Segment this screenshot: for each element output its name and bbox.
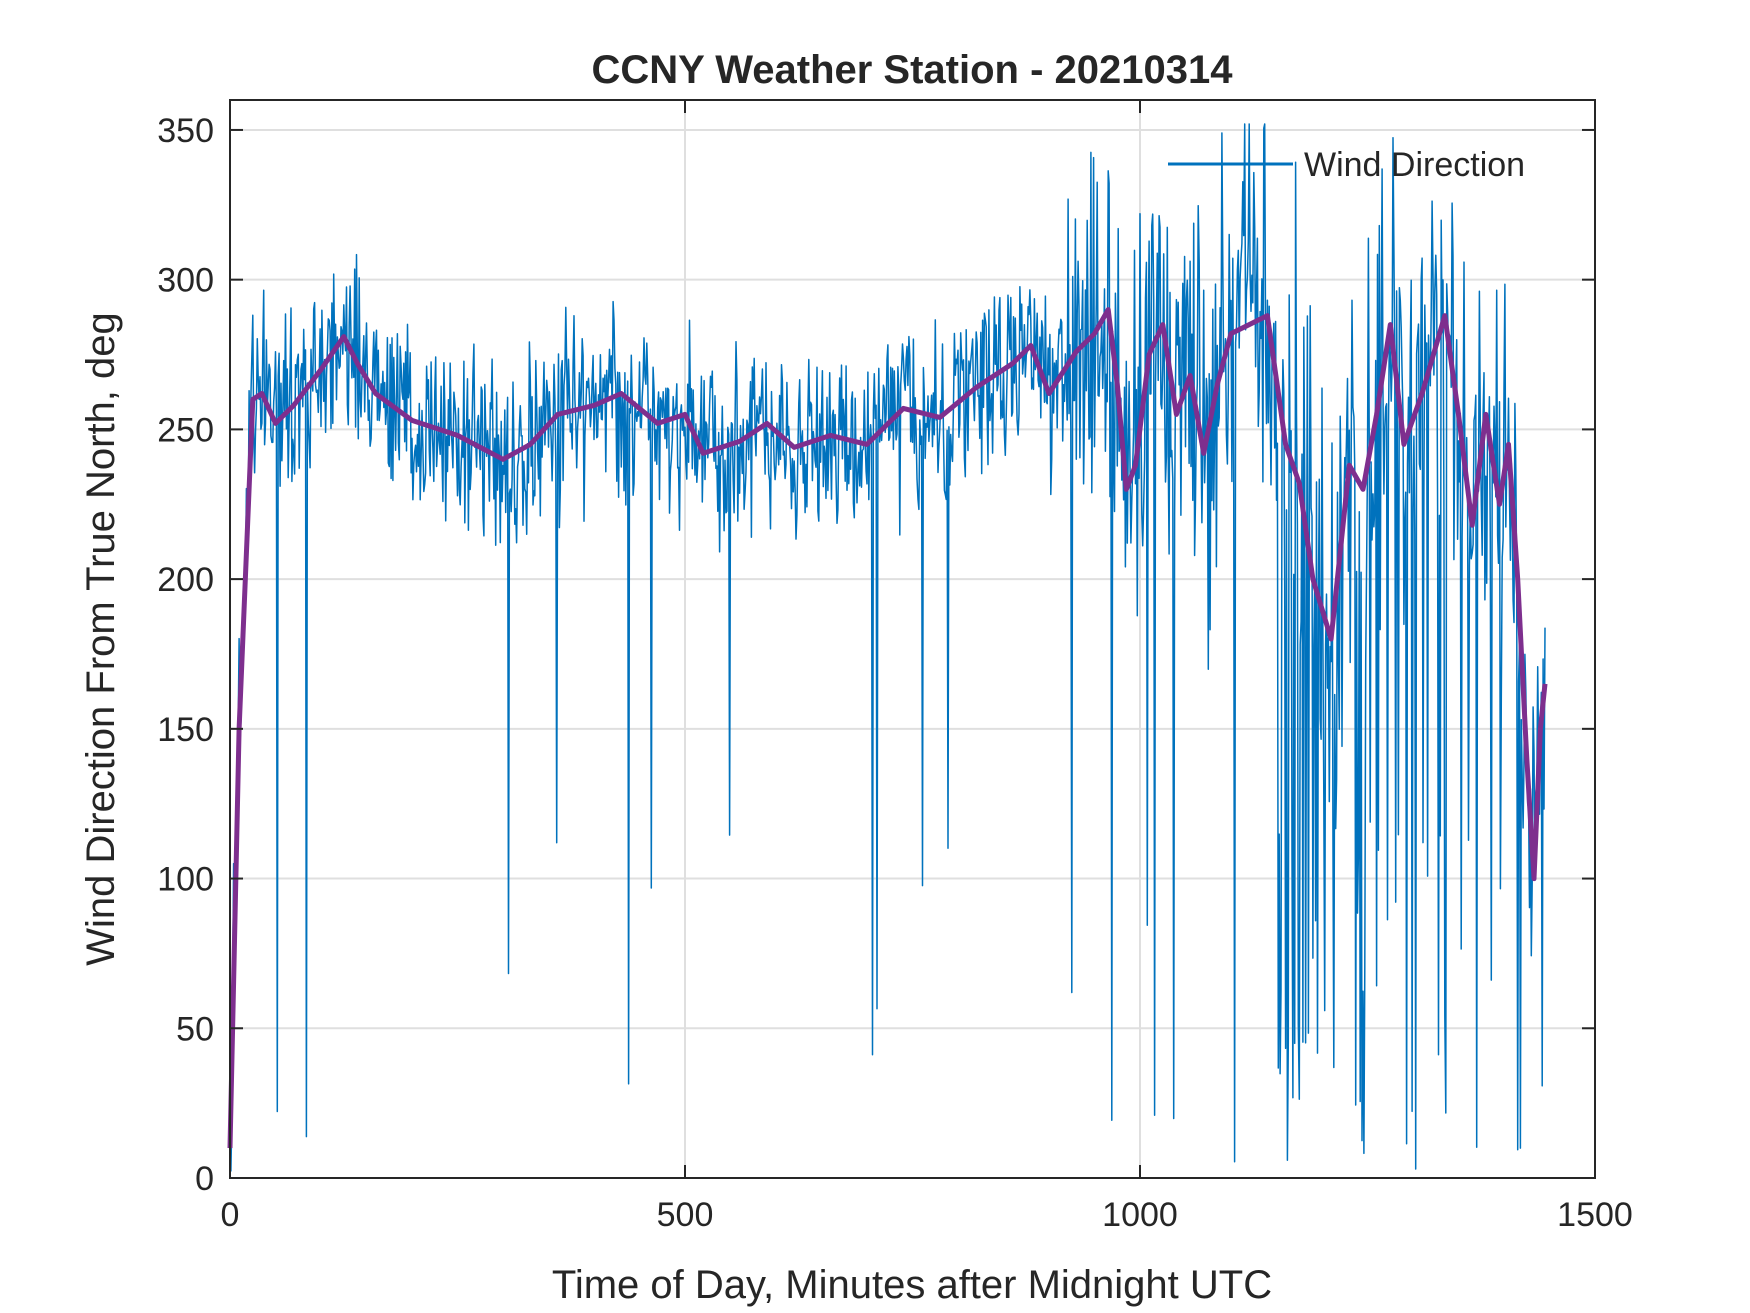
tick-marks xyxy=(229,100,1596,1179)
y-tick-label: 150 xyxy=(157,711,214,749)
y-tick-label: 350 xyxy=(157,112,214,150)
x-axis-label: Time of Day, Minutes after Midnight UTC xyxy=(552,1263,1272,1307)
y-tick-label: 100 xyxy=(157,861,214,899)
x-tick-label: 500 xyxy=(657,1196,714,1234)
series-line-smoothed xyxy=(227,307,1548,1149)
y-axis-label: Wind Direction From True North, deg xyxy=(79,312,123,966)
tick-labels: 0 500 1000 1500 0 50 100 150 200 250 300 350 xyxy=(157,112,1633,1234)
series-group xyxy=(227,123,1548,1172)
legend-label-wind-direction: Wind Direction xyxy=(1304,146,1525,184)
y-tick-label: 200 xyxy=(157,561,214,599)
y-tick-label: 250 xyxy=(157,411,214,449)
plot-frame xyxy=(229,99,1596,1179)
series-line-wind-direction xyxy=(229,123,1546,1172)
y-tick-label: 0 xyxy=(195,1160,214,1198)
chart-title: CCNY Weather Station - 20210314 xyxy=(592,48,1234,92)
y-tick-label: 300 xyxy=(157,262,214,300)
x-tick-label: 1000 xyxy=(1102,1196,1178,1234)
plot-background xyxy=(230,100,1595,1178)
x-tick-label: 0 xyxy=(221,1196,240,1234)
legend[interactable]: Wind Direction xyxy=(1168,146,1525,184)
y-tick-label: 50 xyxy=(176,1010,214,1048)
x-tick-label: 1500 xyxy=(1557,1196,1633,1234)
